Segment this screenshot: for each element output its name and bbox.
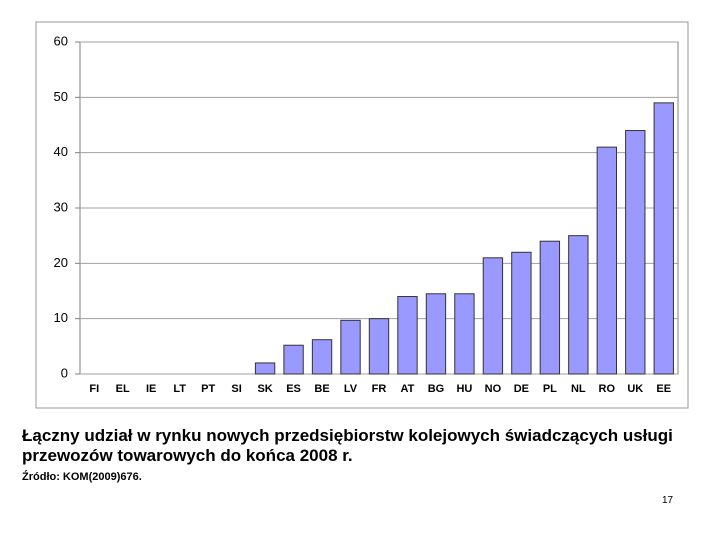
x-tick-label: AT bbox=[401, 383, 415, 395]
page-number: 17 bbox=[662, 495, 674, 506]
bar bbox=[340, 319, 361, 375]
bar bbox=[454, 293, 475, 375]
x-tick-label: IE bbox=[146, 383, 156, 395]
x-tick-label: NO bbox=[485, 383, 502, 395]
bar bbox=[596, 146, 617, 375]
bar bbox=[311, 339, 333, 375]
y-tick-label: 20 bbox=[54, 255, 68, 270]
x-tick-label: DE bbox=[514, 383, 529, 395]
bar bbox=[397, 296, 418, 375]
caption: Łączny udział w rynku nowych przedsiębio… bbox=[22, 426, 673, 466]
x-tick-label: RO bbox=[599, 383, 616, 395]
x-tick-label: SK bbox=[257, 383, 272, 395]
bar bbox=[511, 251, 532, 375]
bar bbox=[653, 102, 674, 375]
x-tick-label: ES bbox=[286, 383, 301, 395]
bar bbox=[568, 235, 589, 375]
y-tick-label: 40 bbox=[54, 144, 68, 159]
y-tick-label: 0 bbox=[61, 365, 68, 380]
bar bbox=[254, 362, 276, 375]
x-tick-label: UK bbox=[627, 383, 643, 395]
x-tick-label: EL bbox=[116, 383, 130, 395]
x-tick-label: EE bbox=[656, 383, 671, 395]
y-tick-label: 60 bbox=[54, 33, 68, 48]
x-tick-label: FI bbox=[89, 383, 99, 395]
x-tick-label: BG bbox=[428, 383, 445, 395]
bar bbox=[283, 344, 304, 375]
bar bbox=[482, 257, 504, 375]
x-tick-label: SI bbox=[231, 383, 241, 395]
x-tick-label: NL bbox=[571, 383, 586, 395]
chart-frame bbox=[35, 21, 689, 409]
bar bbox=[368, 318, 390, 375]
x-tick-label: FR bbox=[372, 383, 387, 395]
bar bbox=[625, 130, 646, 375]
x-tick-label: PL bbox=[543, 383, 557, 395]
caption-line: Łączny udział w rynku nowych przedsiębio… bbox=[22, 426, 673, 445]
y-tick-label: 10 bbox=[54, 310, 68, 325]
caption-line: przewozów towarowych do końca 2008 r. bbox=[22, 446, 353, 465]
y-tick-label: 30 bbox=[54, 199, 68, 214]
x-tick-label: BE bbox=[314, 383, 329, 395]
bar bbox=[539, 240, 561, 375]
x-tick-label: PT bbox=[201, 383, 215, 395]
x-tick-label: LV bbox=[344, 383, 358, 395]
y-tick-label: 50 bbox=[54, 89, 68, 104]
bar bbox=[425, 293, 447, 375]
x-tick-label: HU bbox=[456, 383, 472, 395]
source: Źródło: KOM(2009)676. bbox=[22, 471, 142, 483]
chart: 0 10 20 30 40 50 60 FI EL IE LT PT SI SK ES BE LV FR AT BG H… bbox=[35, 21, 689, 409]
x-tick-label: LT bbox=[173, 383, 186, 395]
